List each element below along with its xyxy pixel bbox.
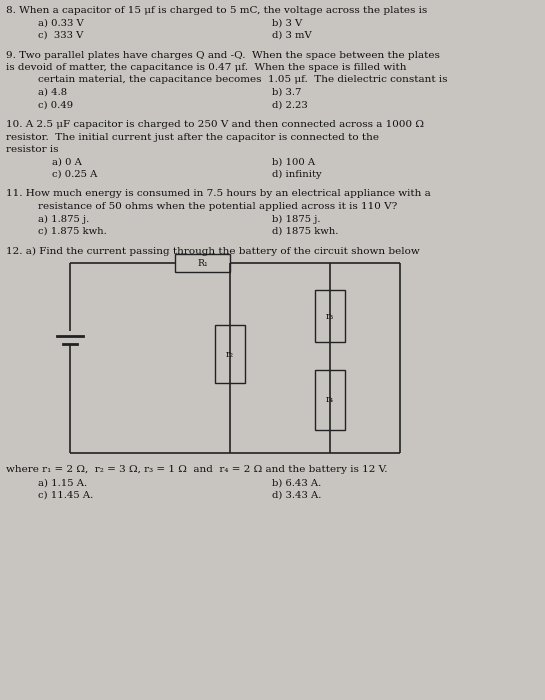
Text: d) 1875 kwh.: d) 1875 kwh.	[272, 227, 338, 236]
Text: c) 11.45 A.: c) 11.45 A.	[38, 491, 93, 500]
Text: b) 3.7: b) 3.7	[272, 88, 301, 97]
Text: a) 1.15 A.: a) 1.15 A.	[38, 479, 87, 487]
Text: c) 0.25 A: c) 0.25 A	[52, 170, 98, 179]
Bar	[315, 370, 345, 430]
Text: where r₁ = 2 Ω,  r₂ = 3 Ω, r₃ = 1 Ω  and  r₄ = 2 Ω and the battery is 12 V.: where r₁ = 2 Ω, r₂ = 3 Ω, r₃ = 1 Ω and r…	[6, 465, 387, 474]
Text: 12. a) Find the current passing through the battery of the circuit shown below: 12. a) Find the current passing through …	[6, 246, 420, 256]
Text: 8. When a capacitor of 15 μf is charged to 5 mC, the voltage across the plates i: 8. When a capacitor of 15 μf is charged …	[6, 6, 427, 15]
Text: d) 3.43 A.: d) 3.43 A.	[272, 491, 322, 500]
Text: resistor is: resistor is	[6, 145, 58, 154]
Text: 10. A 2.5 μF capacitor is charged to 250 V and then connected across a 1000 Ω: 10. A 2.5 μF capacitor is charged to 250…	[6, 120, 424, 129]
Text: a) 4.8: a) 4.8	[38, 88, 67, 97]
Text: 9. Two parallel plates have charges Q and -Q.  When the space between the plates: 9. Two parallel plates have charges Q an…	[6, 50, 440, 60]
Text: R₁: R₁	[197, 258, 208, 267]
Text: r₄: r₄	[326, 395, 334, 405]
Text: c) 0.49: c) 0.49	[38, 101, 73, 109]
Text: d) infinity: d) infinity	[272, 170, 322, 179]
Text: c) 1.875 kwh.: c) 1.875 kwh.	[38, 227, 107, 236]
Text: b) 100 A: b) 100 A	[272, 158, 315, 167]
Bar	[175, 254, 230, 272]
Bar	[215, 326, 245, 383]
Text: 11. How much energy is consumed in 7.5 hours by an electrical appliance with a: 11. How much energy is consumed in 7.5 h…	[6, 190, 431, 199]
Text: a) 0 A: a) 0 A	[52, 158, 82, 167]
Text: resistor.  The initial current just after the capacitor is connected to the: resistor. The initial current just after…	[6, 132, 379, 141]
Text: a) 0.33 V: a) 0.33 V	[38, 18, 84, 27]
Text: certain material, the capacitance becomes  1.05 μf.  The dielectric constant is: certain material, the capacitance become…	[38, 76, 447, 85]
Text: c)  333 V: c) 333 V	[38, 31, 83, 40]
Text: r₃: r₃	[326, 312, 334, 321]
Text: resistance of 50 ohms when the potential applied across it is 110 V?: resistance of 50 ohms when the potential…	[38, 202, 397, 211]
Text: is devoid of matter, the capacitance is 0.47 μf.  When the space is filled with: is devoid of matter, the capacitance is …	[6, 63, 407, 72]
Text: b) 1875 j.: b) 1875 j.	[272, 214, 320, 223]
Text: a) 1.875 j.: a) 1.875 j.	[38, 214, 89, 223]
Text: b) 3 V: b) 3 V	[272, 18, 302, 27]
Text: r₂: r₂	[226, 350, 234, 358]
Text: d) 2.23: d) 2.23	[272, 101, 308, 109]
Text: b) 6.43 A.: b) 6.43 A.	[272, 479, 321, 487]
Text: d) 3 mV: d) 3 mV	[272, 31, 312, 40]
Bar	[315, 290, 345, 342]
